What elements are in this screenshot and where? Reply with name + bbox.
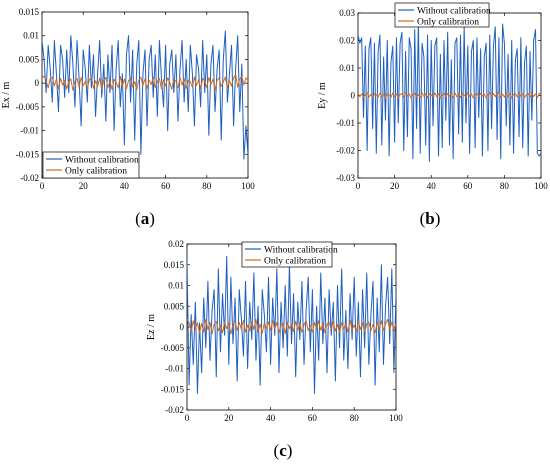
y-axis-label: Ez / m [146,314,157,340]
y-tick-label: 0 [180,322,185,332]
series-line-without-calibration [187,255,396,394]
panel-label-c: (c) [274,441,293,460]
y-tick-label: -0.015 [16,149,40,159]
x-tick-label: 0 [185,413,190,423]
x-tick-label: 0 [356,181,361,191]
series-line-only-calibration [187,318,396,335]
legend-entry: Without calibration [65,155,139,165]
x-tick-label: 100 [534,181,548,191]
y-tick-label: 0 [35,78,40,88]
legend-entry: Without calibration [417,6,491,16]
legend-box [394,2,490,28]
y-tick-label: -0.01 [165,364,184,374]
series-line-without-calibration [358,20,541,162]
y-tick-label: 0.015 [19,7,40,17]
legend-entry: Only calibration [417,17,479,27]
x-tick-label: 20 [224,413,234,423]
x-tick-label: 80 [350,413,360,423]
y-tick-label: 0.005 [164,301,185,311]
x-tick-label: 60 [308,413,318,423]
y-tick-label: -0.02 [165,405,184,415]
series-line-without-calibration [42,30,248,160]
legend-box [42,151,140,179]
legend-entry: Only calibration [65,166,127,176]
y-tick-label: 0.015 [164,260,185,270]
y-axis-label: Ex / m [1,81,12,108]
y-tick-label: -0.03 [336,173,355,183]
y-tick-label: 0.01 [168,281,184,291]
x-tick-label: 80 [202,181,212,191]
y-tick-label: 0.005 [19,54,40,64]
chart-panel-b: 0 20 40 60 80 100 -0.03 -0.02 -0.01 0 0.01 0.02 0.03… [317,2,548,228]
y-tick-label: -0.01 [20,126,39,136]
series-line-only-calibration [42,74,248,91]
x-tick-label: 80 [500,181,510,191]
y-tick-label: -0.01 [336,118,355,128]
x-tick-label: 40 [427,181,437,191]
y-tick-label: -0.02 [336,146,355,156]
y-tick-label: 0.03 [339,8,355,18]
x-tick-label: 60 [161,181,171,191]
y-tick-label: 0 [351,91,356,101]
y-tick-label: -0.02 [20,173,39,183]
panel-label-b: (b) [420,209,441,228]
y-tick-label: 0.02 [168,239,184,249]
x-tick-label: 100 [241,181,255,191]
y-axis-label: Ey / m [317,82,328,109]
plot-area [41,11,249,179]
y-tick-label: -0.015 [161,384,185,394]
x-tick-label: 100 [389,413,403,423]
legend-entry: Only calibration [264,256,326,266]
x-tick-label: 20 [79,181,89,191]
y-tick-label: 0.01 [23,31,39,41]
series-line-only-calibration [358,91,541,99]
y-tick-label: 0.01 [339,63,355,73]
chart-panel-c: 0 20 40 60 80 100 -0.02 -0.015 -0.01 -0.005 0 0.005… [146,239,403,460]
y-tick-label: -0.005 [161,343,185,353]
y-tick-label: 0.02 [339,36,355,46]
legend-entry: Without calibration [264,245,338,255]
panel-label-a: (a) [135,209,155,228]
x-tick-label: 40 [120,181,130,191]
x-tick-label: 60 [463,181,473,191]
x-tick-label: 40 [266,413,276,423]
x-tick-label: 0 [40,181,45,191]
y-tick-label: -0.005 [16,102,40,112]
legend-box [241,241,333,268]
chart-panel-a: 0 20 40 60 80 100 -0.02 -0.015 -0.01 -0.005 0 0.005… [1,7,255,228]
x-tick-label: 20 [390,181,400,191]
